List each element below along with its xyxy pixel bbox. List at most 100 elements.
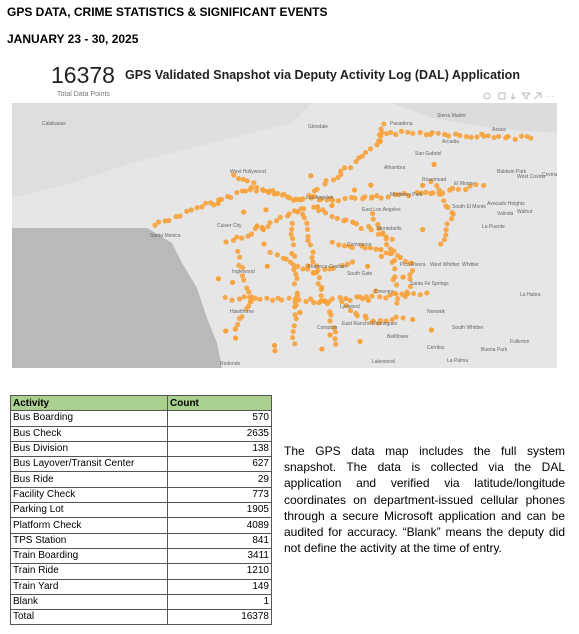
gps-dot [377, 318, 383, 324]
gps-dot [316, 275, 323, 281]
gps-dot [272, 348, 278, 354]
gps-dot [322, 210, 329, 216]
gps-dot [417, 129, 423, 136]
gps-dot [379, 231, 385, 237]
table-row: Platform Check 4089 [10, 517, 272, 534]
place-label: Monterey Park [390, 192, 423, 198]
gps-dot [357, 294, 363, 300]
gps-dot [367, 245, 374, 251]
gps-dot [331, 325, 337, 331]
gps-dot [449, 185, 456, 191]
gps-dot [173, 214, 179, 220]
gps-dot [236, 262, 242, 268]
icon[interactable] [483, 92, 491, 100]
count-cell: 29 [167, 471, 272, 488]
icon[interactable] [510, 93, 516, 100]
gps-dot [291, 281, 298, 287]
gps-dot [235, 248, 241, 254]
gps-dot [455, 186, 461, 193]
place-label: Montebello [377, 226, 402, 232]
gps-dot [273, 218, 280, 224]
map: Calabasas Glendale Pasadena Sierra Madre Azu… [12, 103, 557, 368]
gps-dot [443, 227, 449, 233]
icon[interactable]: ··· [546, 92, 554, 101]
gps-dot [323, 178, 329, 184]
gps-dot [318, 298, 325, 304]
gps-dot [279, 297, 285, 303]
table-row: Blank 1 [10, 593, 272, 611]
gps-dot [409, 268, 416, 274]
gps-dot [236, 254, 243, 260]
place-label: West Covina [517, 174, 545, 180]
icon[interactable] [533, 92, 542, 100]
gps-dot [384, 130, 390, 137]
gps-dot [247, 187, 253, 193]
gps-dot [229, 279, 236, 286]
gps-dot [407, 283, 413, 290]
place-label: Inglewood [232, 269, 255, 275]
gps-dot [381, 121, 387, 127]
gps-dot [423, 132, 429, 138]
gps-dot [393, 314, 399, 320]
gps-dot [297, 309, 303, 316]
place-label: Pasadena [390, 121, 413, 127]
gps-dot [435, 130, 441, 136]
gps-dot [245, 233, 251, 239]
gps-dot [410, 130, 416, 137]
gps-dot [300, 206, 307, 212]
gps-dot [474, 134, 480, 140]
gps-dot [303, 298, 309, 305]
gps-dot [305, 263, 311, 269]
gps-dot [291, 267, 297, 273]
gps-dot [329, 296, 335, 302]
gps-dot [344, 261, 351, 267]
gps-dot [287, 195, 293, 201]
gps-dot [428, 190, 434, 197]
place-label: Avocado Heights [487, 201, 525, 207]
gps-dot [288, 231, 294, 237]
gps-dot [234, 234, 240, 240]
place-label: Santa Monica [150, 233, 181, 239]
gps-dot [390, 277, 396, 283]
gps-dot [300, 196, 306, 202]
gps-dot [347, 307, 354, 314]
gps-dot [330, 265, 336, 272]
place-label: Norwalk [427, 309, 446, 315]
gps-dot [389, 317, 395, 323]
icon[interactable] [520, 92, 532, 100]
gps-dot [441, 237, 447, 243]
gps-dot [215, 276, 222, 282]
gps-dot [188, 207, 194, 213]
total-label: Total Data Points [57, 91, 110, 98]
gps-dot [308, 173, 314, 179]
icon[interactable] [498, 92, 506, 100]
gps-dot [332, 336, 338, 342]
place-label: Cerritos [427, 345, 445, 351]
gps-dot [505, 133, 511, 140]
gps-dot [369, 195, 375, 201]
gps-dot [311, 299, 317, 306]
gps-dot [444, 221, 450, 227]
gps-dot [402, 258, 408, 264]
gps-dot [343, 302, 349, 309]
gps-dot [391, 290, 397, 296]
gps-dot [305, 237, 311, 244]
gps-dot [338, 168, 344, 174]
activity-cell: Bus Layover/Transit Center [10, 456, 168, 473]
gps-dot [239, 235, 245, 241]
toolbar-icons: ··· [483, 92, 554, 101]
gps-dot [300, 266, 306, 272]
gps-dot [184, 208, 190, 214]
gps-dot [294, 263, 301, 269]
place-label: East Rancho Dominguez [342, 321, 398, 327]
gps-dot [400, 315, 406, 321]
header-cell: Count [167, 394, 272, 412]
gps-dot [318, 196, 324, 202]
table-row: Facility Check 773 [10, 486, 272, 504]
place-label: Compton [317, 325, 338, 331]
gps-dot [358, 225, 364, 232]
gps-dot [485, 133, 491, 139]
gps-dot [222, 294, 228, 301]
gps-dot [445, 204, 451, 211]
activity-cell: Platform Check [10, 517, 168, 534]
